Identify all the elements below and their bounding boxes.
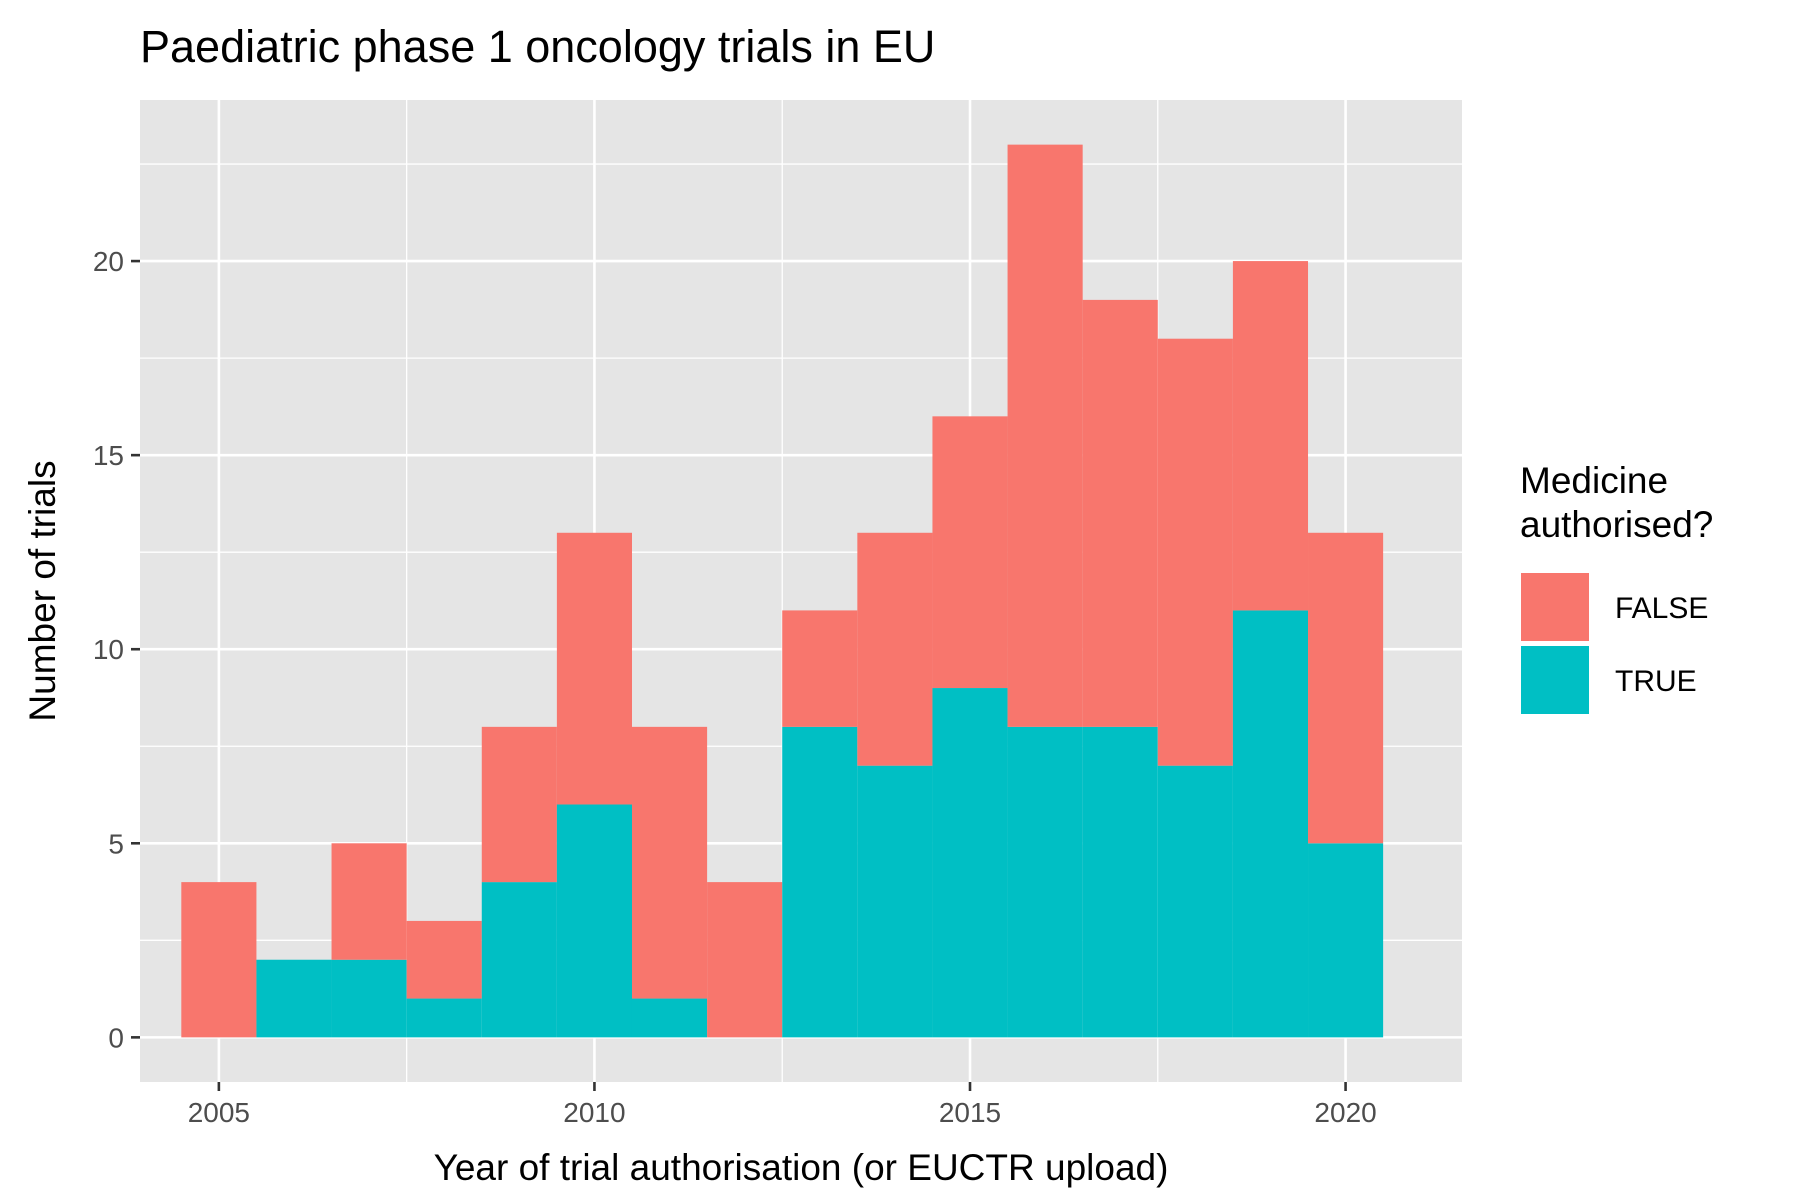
bar-false-2012	[707, 882, 783, 1038]
bar-true-2017	[1082, 726, 1158, 1038]
legend-title: Medicine authorised?	[1520, 460, 1713, 545]
y-axis: 0 5 10 15 20	[93, 246, 140, 1053]
bar-false-2014	[857, 532, 933, 766]
y-tick-label: 20	[93, 246, 124, 277]
chart-title: Paediatric phase 1 oncology trials in EU	[140, 21, 935, 72]
legend: Medicine authorised? FALSE TRUE	[1519, 460, 1713, 716]
y-tick-label: 10	[93, 634, 124, 665]
bar-false-2010	[556, 532, 632, 805]
bar-true-2014	[857, 765, 933, 1038]
bar-true-2018	[1157, 765, 1233, 1038]
bar-false-2009	[481, 726, 557, 883]
x-axis: 2005 2010 2015 2020	[188, 1082, 1377, 1128]
bar-false-2007	[331, 843, 407, 960]
bar-false-2018	[1157, 338, 1233, 766]
x-axis-title: Year of trial authorisation (or EUCTR up…	[434, 1147, 1169, 1188]
bar-true-2008	[406, 998, 482, 1038]
legend-label-true: TRUE	[1615, 665, 1697, 698]
x-tick-label: 2010	[563, 1097, 625, 1128]
legend-label-false: FALSE	[1615, 592, 1708, 625]
bar-false-2011	[631, 726, 708, 999]
bar-true-2009	[481, 882, 557, 1038]
bar-true-2007	[331, 959, 407, 1038]
bar-false-2019	[1232, 261, 1309, 611]
bar-true-2006	[256, 959, 332, 1038]
x-tick-label: 2005	[188, 1097, 250, 1128]
y-tick-label: 0	[108, 1022, 124, 1053]
bar-true-2013	[782, 726, 858, 1038]
legend-key-true	[1519, 644, 1591, 716]
legend-key-false	[1519, 571, 1591, 643]
x-tick-label: 2020	[1314, 1097, 1376, 1128]
bar-false-2015	[932, 416, 1008, 689]
bar-false-2008	[406, 920, 482, 999]
bar-true-2020	[1308, 843, 1384, 1038]
bar-true-2010	[556, 804, 632, 1038]
bar-false-2016	[1007, 144, 1083, 727]
bar-true-2016	[1007, 726, 1083, 1038]
bar-false-2020	[1308, 532, 1384, 844]
x-tick-label: 2015	[939, 1097, 1001, 1128]
bars	[181, 144, 1384, 1038]
bar-true-2019	[1232, 610, 1309, 1038]
y-tick-label: 5	[108, 828, 124, 859]
bar-false-2013	[782, 610, 858, 727]
bar-false-2017	[1082, 299, 1158, 727]
y-axis-title: Number of trials	[22, 460, 63, 721]
y-tick-label: 15	[93, 440, 124, 471]
bar-false-2005	[181, 882, 257, 1038]
bar-true-2015	[932, 688, 1008, 1038]
bar-true-2011	[631, 998, 708, 1038]
